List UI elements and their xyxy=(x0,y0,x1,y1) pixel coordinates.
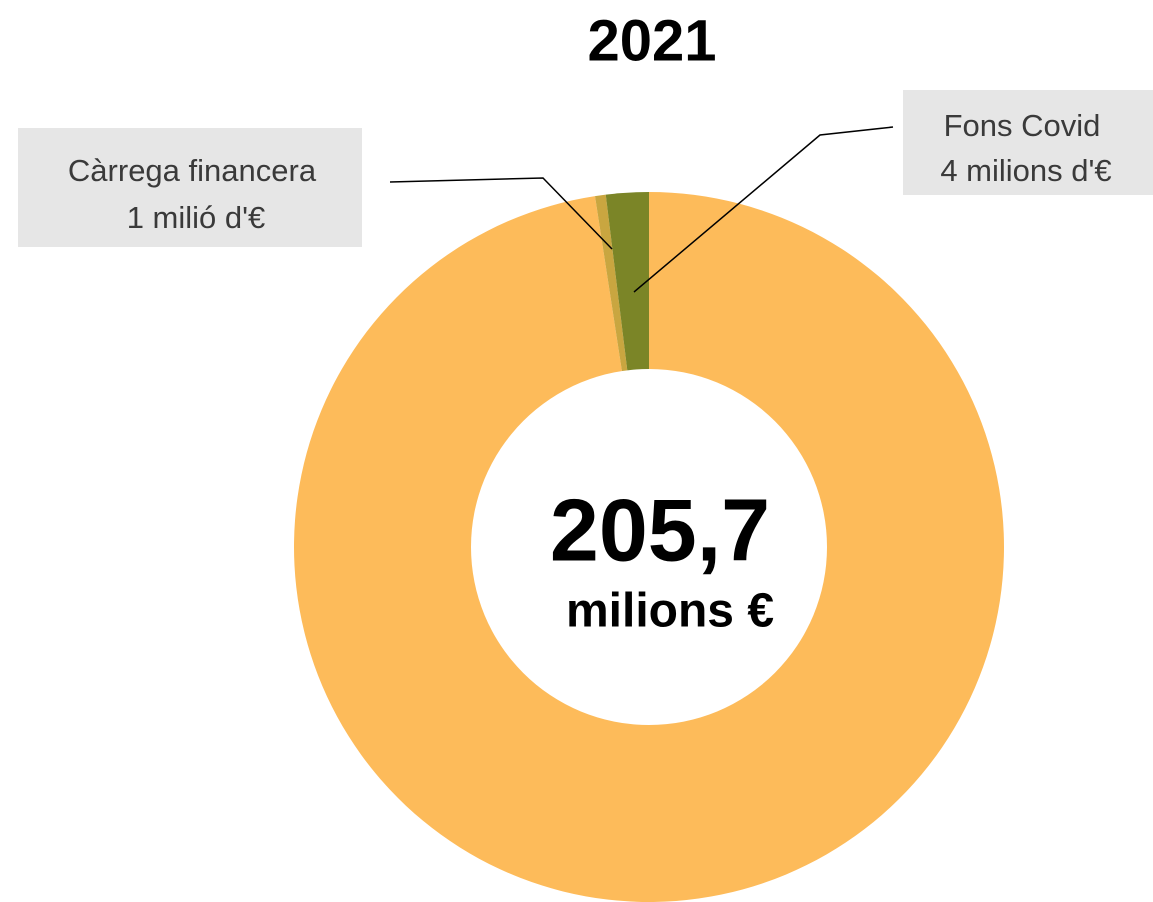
category-label: Fons Covid xyxy=(944,108,1101,143)
label-box xyxy=(18,128,362,247)
chart-title: 2021 xyxy=(587,8,716,73)
value-label: 1 milió d'€ xyxy=(127,200,266,235)
value-label: 4 milions d'€ xyxy=(940,153,1111,188)
donut-hole xyxy=(471,369,827,725)
leader-line xyxy=(633,126,894,293)
category-label: Càrrega financera xyxy=(68,153,317,188)
total-unit: milions € xyxy=(566,585,774,638)
label-box xyxy=(903,90,1153,195)
total-label: 205,7 xyxy=(550,480,770,579)
leader-line xyxy=(389,177,613,250)
